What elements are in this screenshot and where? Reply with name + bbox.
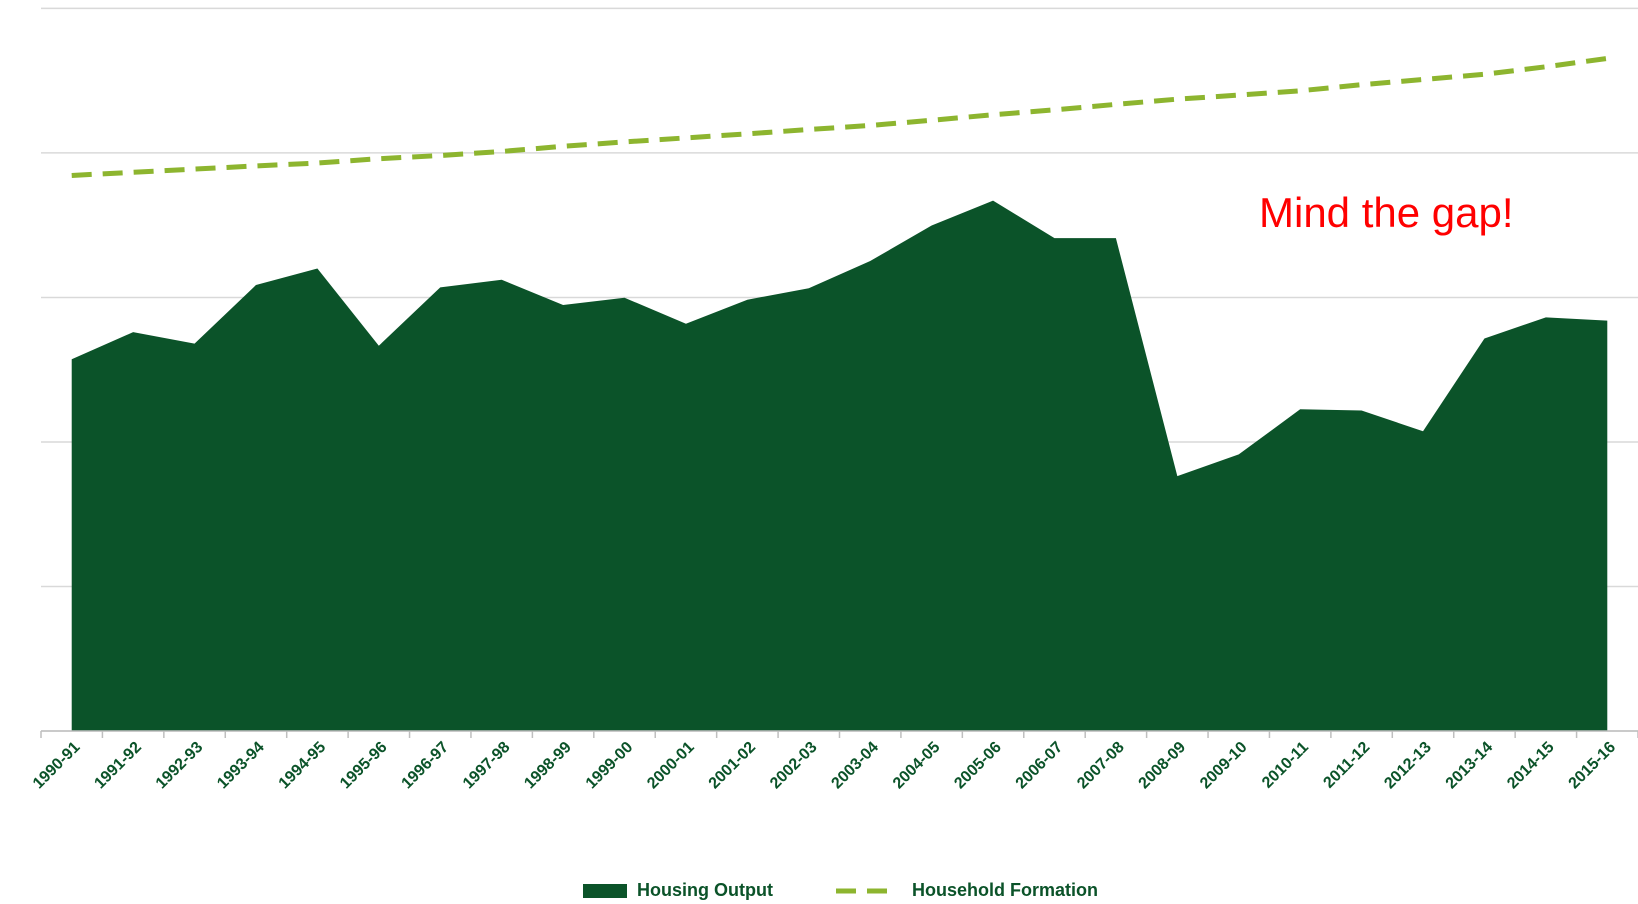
x-tick-label: 1998-99 xyxy=(521,739,575,793)
x-tick-label: 2011-12 xyxy=(1320,739,1373,792)
area xyxy=(71,200,1608,732)
x-tick-label: 2001-02 xyxy=(706,739,760,793)
x-tick-label: 2010-11 xyxy=(1259,739,1312,792)
x-tick-label: 2006-07 xyxy=(1013,739,1067,793)
x-tick-label: 1993-94 xyxy=(214,739,268,793)
x-tick-label: 2002-03 xyxy=(767,739,821,793)
legend-swatch xyxy=(583,884,627,898)
x-tick-label: 1991-92 xyxy=(91,739,145,793)
x-tick-label: 2007-08 xyxy=(1074,739,1128,793)
x-tick-label: 2005-06 xyxy=(951,739,1005,793)
x-tick-label: 2015-16 xyxy=(1566,739,1620,793)
x-tick-label: 2004-05 xyxy=(890,739,944,793)
legend-label: Household Formation xyxy=(912,880,1098,900)
x-tick-label: 2000-01 xyxy=(644,739,698,793)
legend-label: Housing Output xyxy=(637,880,773,900)
x-tick-label: 2014-15 xyxy=(1504,739,1558,793)
x-tick-label: 2003-04 xyxy=(828,739,882,793)
x-tick-label: 1996-97 xyxy=(399,739,453,793)
x-tick-label: 1997-98 xyxy=(460,739,514,793)
x-tick-label: 2008-09 xyxy=(1136,739,1190,793)
x-tick-label: 1994-95 xyxy=(276,739,330,793)
x-tick-label: 1990-91 xyxy=(30,739,84,793)
x-tick-label: 1992-93 xyxy=(153,739,207,793)
x-tick-label: 2012-13 xyxy=(1381,739,1435,793)
x-tick-label: 1999-00 xyxy=(583,739,637,793)
annotation: Mind the gap! xyxy=(1259,189,1514,236)
x-tick-label: 2009-10 xyxy=(1197,739,1251,793)
x-tick-label: 2013-14 xyxy=(1443,739,1497,793)
line xyxy=(71,55,1608,178)
x-tick-label: 1995-96 xyxy=(337,739,391,793)
